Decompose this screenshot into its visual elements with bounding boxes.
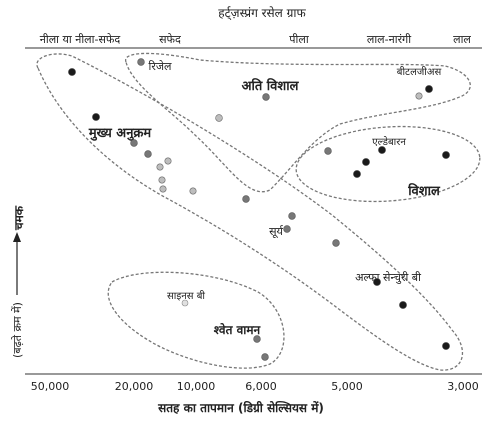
- star-dot: [164, 157, 172, 165]
- star-dot: [253, 335, 261, 343]
- star-dot: [130, 139, 138, 147]
- betelgeuse-dot: [425, 85, 433, 93]
- diagram-title: हर्ट्ज़स्प्रंग रसेल ग्राफ: [218, 6, 306, 21]
- supergiants-label: अति विशाल: [242, 78, 300, 94]
- star-dots: [68, 58, 450, 361]
- x-axis-label: सतह का तापमान (डिग्री सेल्सियस में): [157, 401, 324, 415]
- aldebaran-label: एल्डेबारन: [372, 136, 406, 148]
- star-dot: [332, 239, 340, 247]
- star-dot: [215, 114, 223, 122]
- star-dot: [262, 93, 270, 101]
- y-axis-sublabel: (बढ़ते क्रम में): [11, 302, 24, 358]
- star-dot: [353, 170, 361, 178]
- color-label-yellow: पीला: [289, 33, 309, 46]
- star-dot: [288, 212, 296, 220]
- giants-label: विशाल: [407, 183, 441, 199]
- color-label-red: लाल: [453, 33, 471, 46]
- star-dot: [261, 353, 269, 361]
- white-dwarfs-region: [107, 271, 285, 369]
- rigel-label: रिजेल: [149, 60, 173, 73]
- supergiants-region: [125, 52, 471, 193]
- x-tick-20000: 20,000: [115, 380, 154, 393]
- star-dot: [144, 150, 152, 158]
- sun-label: सूर्य: [269, 225, 284, 239]
- sun-dot: [283, 225, 291, 233]
- aldebaran-dot: [378, 146, 386, 154]
- star-dot: [362, 158, 370, 166]
- color-label-white: सफेद: [159, 33, 181, 46]
- main-sequence-label: मुख्य अनुक्रम: [88, 126, 153, 141]
- y-axis-arrow-head: [13, 232, 21, 242]
- giants-region: [295, 125, 481, 203]
- betelgeuse-label: बीटलजीअस: [397, 66, 442, 78]
- star-dot: [92, 113, 100, 121]
- star-dot: [68, 68, 76, 76]
- star-dot: [159, 185, 167, 193]
- sirius-b-dot: [181, 299, 189, 307]
- y-axis-label: चमक: [12, 205, 26, 231]
- alpha-centauri-b-label: अल्फा सेन्चुरी बी: [355, 271, 421, 284]
- star-dot: [156, 163, 164, 171]
- star-dot: [442, 151, 450, 159]
- color-label-orange-red: लाल-नारंगी: [367, 33, 411, 46]
- star-dot: [189, 187, 197, 195]
- x-tick-6000: 6,000: [245, 380, 277, 393]
- white-dwarfs-label: श्वेत वामन: [214, 323, 262, 337]
- x-tick-10000: 10,000: [177, 380, 216, 393]
- alpha-centauri-b-dot: [373, 278, 381, 286]
- rigel-dot: [137, 58, 145, 66]
- x-tick-50000: 50,000: [31, 380, 70, 393]
- star-dot: [399, 301, 407, 309]
- star-dot: [324, 147, 332, 155]
- star-dot: [242, 195, 250, 203]
- x-tick-3000: 3,000: [447, 380, 479, 393]
- x-tick-5000: 5,000: [331, 380, 363, 393]
- star-dot: [415, 92, 423, 100]
- star-dot: [158, 176, 166, 184]
- color-label-blue: नीला या नीला-सफेद: [40, 33, 121, 46]
- star-dot: [442, 342, 450, 350]
- sirius-b-label: साइनस बी: [167, 290, 205, 302]
